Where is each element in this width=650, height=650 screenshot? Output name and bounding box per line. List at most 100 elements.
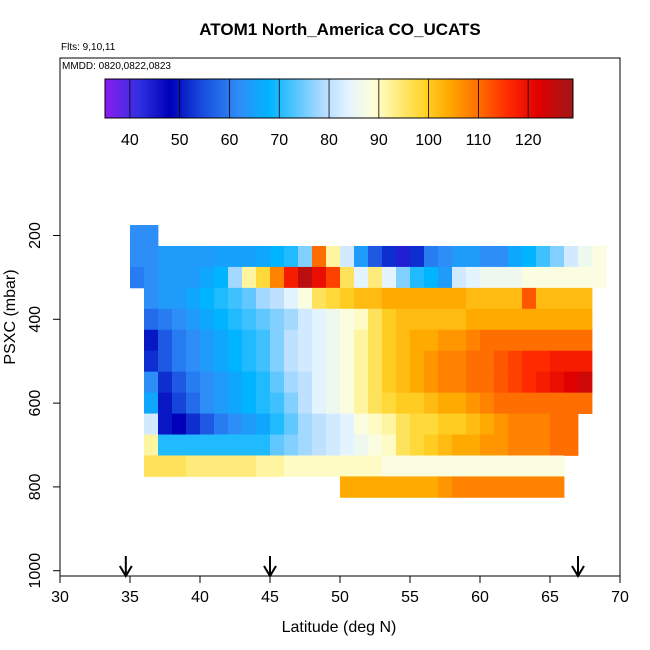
heatmap-cell: [452, 245, 467, 268]
heatmap-cell: [452, 476, 467, 498]
heatmap-cell: [396, 266, 411, 289]
heatmap-cell: [284, 350, 299, 373]
colorbar-tick-label: 110: [466, 132, 492, 149]
heatmap-cell: [424, 245, 439, 268]
heatmap-cell: [480, 392, 495, 414]
heatmap-cell: [228, 287, 243, 310]
heatmap-cell: [228, 455, 243, 477]
heatmap-cell: [494, 434, 509, 456]
heatmap-cell: [312, 287, 327, 310]
heatmap-cell: [144, 266, 159, 289]
heatmap-cell: [172, 329, 187, 352]
heatmap-cell: [466, 476, 481, 498]
colorbar-tick-label: 100: [415, 132, 442, 149]
heatmap-cell: [256, 455, 271, 477]
heatmap-cell: [508, 371, 523, 394]
heatmap-cell: [284, 434, 299, 456]
heatmap-cell: [242, 245, 257, 268]
heatmap-cell: [158, 350, 173, 373]
heatmap-cell: [368, 434, 383, 456]
heatmap-cell: [158, 329, 173, 352]
heatmap-cell: [172, 287, 187, 310]
heatmap-cell: [340, 413, 355, 435]
heatmap-cell: [172, 455, 187, 477]
heatmap-cell: [396, 245, 411, 268]
heatmap-cell: [256, 392, 271, 414]
heatmap-cell: [242, 329, 257, 352]
heatmap-cell: [326, 308, 341, 331]
heatmap-cell: [200, 308, 215, 331]
heatmap-cell: [228, 392, 243, 414]
heatmap-cell: [270, 371, 285, 394]
heatmap-cell: [214, 455, 229, 477]
heatmap-cell: [242, 371, 257, 394]
heatmap-cell: [382, 329, 397, 352]
heatmap-cell: [256, 287, 271, 310]
heatmap-cell: [438, 350, 453, 373]
heatmap-cell: [410, 245, 425, 268]
heatmap-cell: [172, 245, 187, 268]
heatmap-cell: [312, 434, 327, 456]
heatmap-cell: [494, 413, 509, 435]
heatmap-cell: [312, 371, 327, 394]
heatmap-cell: [480, 455, 495, 477]
heatmap-cell: [284, 308, 299, 331]
heatmap-cell: [228, 413, 243, 435]
heatmap-cell: [396, 434, 411, 456]
heatmap-cell: [494, 476, 509, 498]
heatmap-cell: [396, 476, 411, 498]
flights-label: Flts: 9,10,11: [61, 42, 116, 53]
heatmap-cell: [424, 455, 439, 477]
heatmap-cell: [410, 413, 425, 435]
heatmap-cell: [214, 434, 229, 456]
heatmap-cell: [536, 245, 551, 268]
heatmap-cell: [466, 434, 481, 456]
heatmap-cell: [368, 413, 383, 435]
heatmap-cell: [410, 266, 425, 289]
heatmap-cell: [158, 287, 173, 310]
heatmap-cell: [550, 413, 565, 435]
heatmap-cell: [144, 392, 159, 414]
heatmap-cell: [536, 371, 551, 394]
heatmap-cell: [214, 350, 229, 373]
heatmap-cell: [466, 350, 481, 373]
heatmap-cell: [214, 329, 229, 352]
heatmap-cell: [410, 371, 425, 394]
heatmap-cell: [522, 266, 537, 289]
heatmap-cell: [564, 434, 579, 456]
heatmap-cell: [200, 455, 215, 477]
heatmap-cell: [172, 350, 187, 373]
heatmap-cell: [382, 476, 397, 498]
colorbar-tick-label: 50: [171, 132, 189, 149]
heatmap-cell: [256, 245, 271, 268]
heatmap-cell: [312, 266, 327, 289]
heatmap-cell: [382, 350, 397, 373]
heatmap-cell: [522, 329, 537, 352]
heatmap-cell: [494, 329, 509, 352]
heatmap-cell: [144, 413, 159, 435]
heatmap-cell: [578, 392, 593, 414]
heatmap-cell: [410, 476, 425, 498]
heatmap-cell: [410, 455, 425, 477]
heatmap-cell: [144, 287, 159, 310]
x-tick-label: 30: [51, 589, 69, 606]
heatmap-cell: [298, 371, 313, 394]
y-tick-label: 800: [27, 473, 44, 500]
heatmap-cell: [438, 371, 453, 394]
flight-markers: [118, 556, 585, 578]
heatmap-cell: [438, 329, 453, 352]
x-tick-label: 60: [471, 589, 489, 606]
heatmap-cell: [466, 266, 481, 289]
heatmap-cell: [536, 413, 551, 435]
heatmap-cell: [592, 266, 607, 289]
heatmap-cell: [578, 350, 593, 373]
heatmap-cell: [410, 287, 425, 310]
heatmap-cell: [298, 413, 313, 435]
heatmap-cell: [550, 329, 565, 352]
heatmap-cell: [452, 287, 467, 310]
heatmap-cell: [508, 455, 523, 477]
heatmap-cell: [270, 413, 285, 435]
heatmap-cell: [480, 413, 495, 435]
heatmap-cell: [354, 329, 369, 352]
